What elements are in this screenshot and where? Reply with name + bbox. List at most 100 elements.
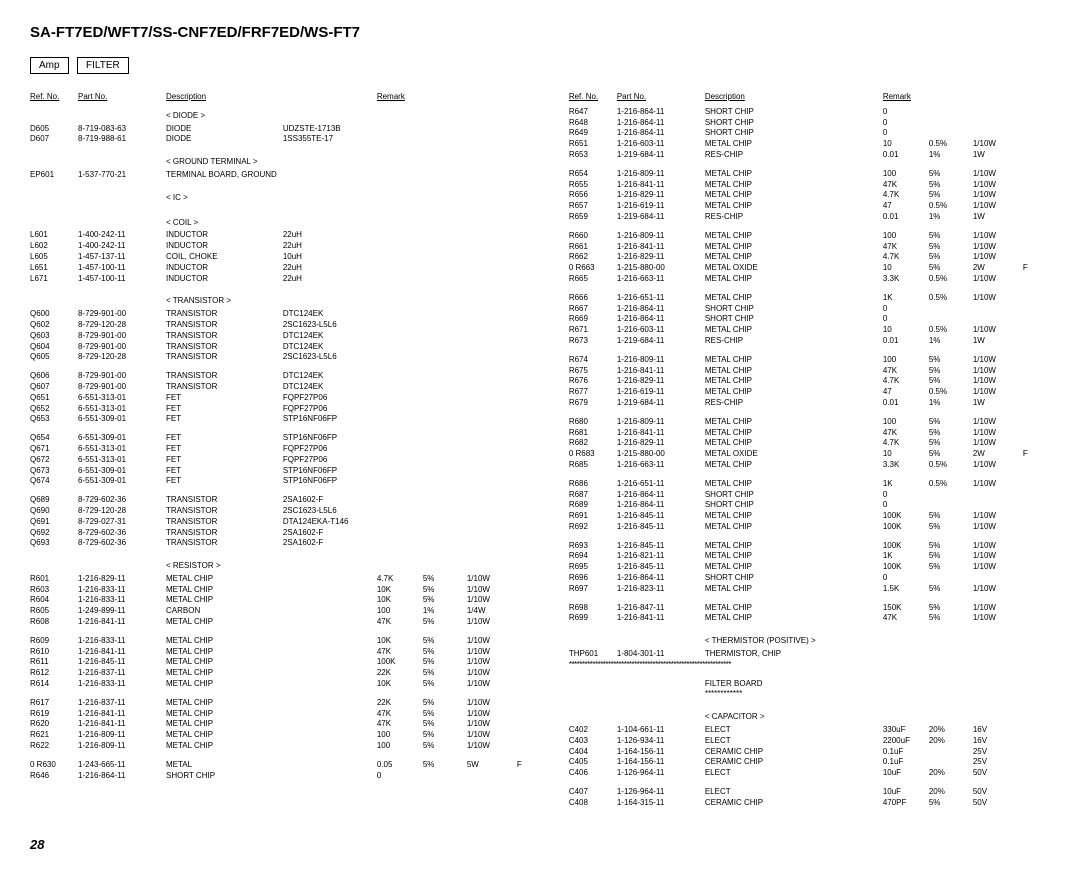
cell-partno: 1-216-864-11: [78, 771, 166, 782]
hdr-part: Part No.: [617, 92, 705, 107]
cell-desc2: FQPF27P06: [283, 444, 377, 455]
parts-row: Q6746-551-309-01FETSTP16NF06FP: [30, 476, 539, 487]
cell-desc1: METAL CHIP: [166, 585, 283, 596]
cell-desc2: [789, 293, 883, 304]
cell-val3: 1/10W: [973, 428, 1023, 439]
cell-val2: 5%: [929, 169, 973, 180]
cell-val4: [1023, 460, 1045, 471]
cell-partno: 1-216-837-11: [78, 668, 166, 679]
cell-desc2: 2SA1602-F: [283, 528, 377, 539]
cell-val4: [517, 574, 539, 585]
parts-row: R6141-216-833-11METAL CHIP10K5%1/10W: [30, 679, 539, 690]
cell-val1: 1K: [883, 551, 929, 562]
cell-val2: 5%: [929, 584, 973, 595]
cell-val4: [1023, 387, 1045, 398]
cell-val4: [1023, 252, 1045, 263]
cell-val2: 20%: [929, 787, 973, 798]
cell-val4: [517, 444, 539, 455]
cell-partno: 1-216-841-11: [78, 709, 166, 720]
cell-val2: 5%: [423, 709, 467, 720]
cell-partno: 6-551-309-01: [78, 414, 166, 425]
cell-partno: 8-729-120-28: [78, 320, 166, 331]
cell-desc1: CERAMIC CHIP: [705, 798, 789, 809]
cell-val1: 2200uF: [883, 736, 929, 747]
cell-partno: 1-216-829-11: [617, 252, 705, 263]
cell-desc1: FET: [166, 433, 283, 444]
cell-desc2: [789, 551, 883, 562]
cell-ref: L651: [30, 263, 78, 274]
cell-partno: 1-216-829-11: [78, 574, 166, 585]
cell-partno: 1-537-770-21: [78, 170, 166, 181]
cell-desc2: STP16NF06FP: [283, 466, 377, 477]
cell-val1: 100: [883, 169, 929, 180]
cell-val4: [517, 382, 539, 393]
cell-val4: [517, 647, 539, 658]
cell-val2: 5%: [929, 522, 973, 533]
cell-val2: [929, 573, 973, 584]
cell-partno: 8-719-988-61: [78, 134, 166, 145]
cell-val2: [423, 466, 467, 477]
cell-val4: [1023, 573, 1045, 584]
cell-partno: 8-729-120-28: [78, 506, 166, 517]
cell-val3: 1/10W: [973, 242, 1023, 253]
cell-val1: [377, 134, 423, 145]
cell-partno: 6-551-313-01: [78, 444, 166, 455]
cell-partno: 1-126-964-11: [617, 787, 705, 798]
cell-desc1: METAL CHIP: [166, 698, 283, 709]
cell-ref: R661: [569, 242, 617, 253]
separator-stars: ****************************************…: [569, 660, 1045, 671]
cell-val1: 100K: [883, 511, 929, 522]
cell-val3: [467, 455, 517, 466]
cell-ref: R603: [30, 585, 78, 596]
cell-desc1: FET: [166, 444, 283, 455]
cell-desc1: METAL CHIP: [705, 376, 789, 387]
parts-row: R6121-216-837-11METAL CHIP22K5%1/10W: [30, 668, 539, 679]
cell-ref: Q674: [30, 476, 78, 487]
cell-ref: Q689: [30, 495, 78, 506]
parts-row: R6491-216-864-11SHORT CHIP0: [569, 128, 1045, 139]
cell-ref: C408: [569, 798, 617, 809]
parts-row: R6741-216-809-11METAL CHIP1005%1/10W: [569, 355, 1045, 366]
cell-val4: [1023, 562, 1045, 573]
cell-partno: 1-216-833-11: [78, 585, 166, 596]
cell-partno: 1-164-315-11: [617, 798, 705, 809]
section-header: < GROUND TERMINAL >: [30, 153, 539, 170]
cell-val4: [1023, 376, 1045, 387]
parts-row: R6041-216-833-11METAL CHIP10K5%1/10W: [30, 595, 539, 606]
cell-val3: 1/10W: [467, 595, 517, 606]
cell-partno: 1-216-809-11: [78, 741, 166, 752]
cell-val1: [377, 342, 423, 353]
cell-partno: 8-729-602-36: [78, 538, 166, 549]
cell-desc2: [789, 584, 883, 595]
cell-val3: [467, 538, 517, 549]
cell-val4: [1023, 725, 1045, 736]
cell-val1: [377, 393, 423, 404]
cell-val1: 0: [883, 304, 929, 315]
parts-row: L6051-457-137-11COIL, CHOKE10uH: [30, 252, 539, 263]
cell-val3: 1/10W: [973, 201, 1023, 212]
cell-partno: 1-216-821-11: [617, 551, 705, 562]
cell-desc2: [283, 709, 377, 720]
cell-ref: R666: [569, 293, 617, 304]
cell-val3: [467, 342, 517, 353]
cell-val1: 100: [883, 355, 929, 366]
cell-desc1: METAL CHIP: [705, 293, 789, 304]
cell-val1: 47K: [883, 366, 929, 377]
center-label: FILTER BOARD: [569, 679, 1045, 690]
parts-row: R6851-216-663-11METAL CHIP3.3K0.5%1/10W: [569, 460, 1045, 471]
cell-partno: 1-216-841-11: [78, 617, 166, 628]
parts-row: L6511-457-100-11INDUCTOR22uH: [30, 263, 539, 274]
cell-val4: [517, 170, 539, 181]
cell-desc2: [789, 274, 883, 285]
cell-desc1: METAL CHIP: [705, 190, 789, 201]
cell-partno: 1-216-864-11: [617, 573, 705, 584]
cell-val2: 5%: [929, 242, 973, 253]
cell-desc2: 2SA1602-F: [283, 538, 377, 549]
parts-row: Q6546-551-309-01FETSTP16NF06FP: [30, 433, 539, 444]
cell-val1: 100K: [377, 657, 423, 668]
cell-val3: 1W: [973, 150, 1023, 161]
cell-desc1: METAL CHIP: [705, 613, 789, 624]
cell-ref: Q605: [30, 352, 78, 363]
cell-val1: 0.1uF: [883, 757, 929, 768]
cell-desc1: TRANSISTOR: [166, 320, 283, 331]
